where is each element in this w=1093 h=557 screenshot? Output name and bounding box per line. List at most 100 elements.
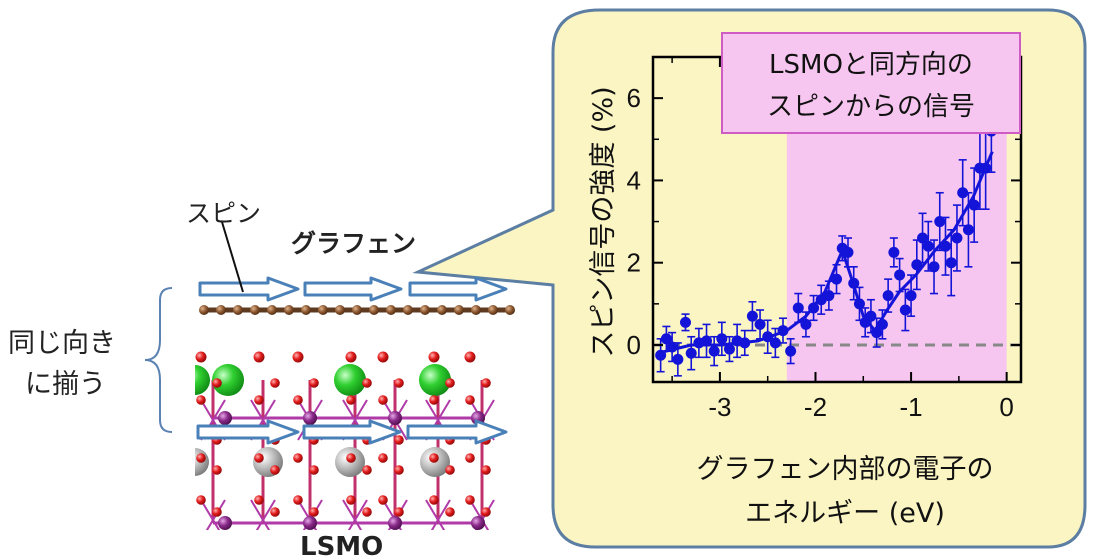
data-marker (957, 187, 969, 199)
oxygen-atom (346, 395, 356, 405)
same-direction-label-line1: 同じ向き (8, 328, 116, 359)
graphene-spin-arrow (408, 276, 508, 302)
data-marker (899, 304, 911, 316)
data-marker (660, 333, 672, 345)
oxygen-atom (481, 507, 491, 517)
data-marker (716, 333, 728, 345)
data-point-35 (894, 257, 906, 293)
carbon-atom (386, 305, 396, 315)
oxygen-atom (253, 351, 265, 363)
data-point-41 (928, 239, 940, 295)
data-marker (831, 273, 843, 285)
annotation-line2: スピンからの信号 (767, 92, 975, 122)
x-tick-label-0: -3 (708, 392, 731, 422)
data-point-4 (679, 313, 691, 332)
data-marker (945, 257, 957, 269)
data-marker (800, 318, 812, 330)
oxygen-atom (196, 395, 206, 405)
carbon-atom (199, 305, 209, 315)
oxygen-atom (481, 465, 491, 475)
spin-label: スピン (186, 199, 261, 228)
bond (347, 499, 368, 530)
carbon-atom (335, 305, 345, 315)
oxygen-atom (309, 507, 319, 517)
data-point-45 (951, 204, 963, 272)
data-point-13 (746, 300, 758, 332)
oxygen-atom (309, 465, 319, 475)
strontium-atom (334, 364, 366, 396)
carbon-atom (267, 305, 277, 315)
x-tick-label-2: -1 (900, 392, 923, 422)
oxygen-atom (465, 395, 475, 405)
oxygen-atom (428, 351, 440, 363)
carbon-atom (250, 305, 260, 315)
carbon-atom (437, 305, 447, 315)
carbon-atom (301, 305, 311, 315)
carbon-atom (369, 305, 379, 315)
data-point-42 (934, 191, 946, 252)
data-point-40 (922, 220, 934, 272)
data-point-44 (945, 228, 957, 297)
data-marker (888, 246, 900, 258)
graphene-spin-arrow (198, 276, 300, 302)
data-point-10 (723, 335, 735, 363)
oxygen-atom (212, 507, 222, 517)
x-tick-label-1: -2 (804, 392, 827, 422)
data-marker (882, 290, 894, 302)
oxygen-atom (345, 351, 357, 363)
data-marker (934, 216, 946, 228)
oxygen-atom (378, 395, 388, 405)
y-tick-label-3: 6 (627, 83, 641, 113)
data-marker (679, 316, 691, 328)
oxygen-atom (394, 435, 404, 445)
oxygen-atom (481, 378, 491, 388)
oxygen-atom (212, 465, 222, 475)
x-axis-title-line1: グラフェン内部の電子の (697, 454, 994, 485)
layer-bracket (144, 287, 173, 433)
y-tick-label-0: 0 (627, 330, 641, 360)
oxygen-atom (270, 507, 280, 517)
graphene-spin-arrow (303, 276, 403, 302)
x-tick-label-3: 0 (999, 392, 1013, 422)
oxygen-atom (465, 495, 475, 505)
oxygen-atom (445, 465, 455, 475)
strontium-atom (195, 365, 210, 395)
same-direction-label-line2: に揃う (25, 369, 106, 400)
carbon-atom (420, 305, 430, 315)
manganese-atom (388, 411, 402, 425)
oxygen-atom (445, 378, 455, 388)
data-point-18 (785, 338, 797, 365)
oxygen-atom (293, 495, 303, 505)
data-marker (917, 232, 929, 244)
oxygen-atom (292, 351, 304, 363)
data-marker (792, 302, 804, 314)
oxygen-atom (270, 465, 280, 475)
oxygen-atom (378, 495, 388, 505)
data-marker (894, 269, 906, 281)
data-marker (951, 232, 963, 244)
carbon-atom (352, 305, 362, 315)
fit-line (657, 151, 994, 355)
oxygen-atom (196, 495, 206, 505)
data-marker (672, 353, 684, 365)
oxygen-atom (196, 453, 206, 463)
bond (255, 499, 276, 530)
data-marker (708, 345, 720, 357)
data-marker (785, 345, 797, 357)
data-marker (962, 224, 974, 236)
data-point-34 (888, 237, 900, 268)
data-marker (754, 318, 766, 330)
oxygen-atom (254, 453, 264, 463)
graphene-label: グラフェン (291, 229, 416, 258)
manganese-atom (303, 516, 317, 530)
oxygen-atom (270, 378, 280, 388)
oxygen-atom (346, 495, 356, 505)
manganese-atom (218, 411, 232, 425)
oxygen-atom (429, 395, 439, 405)
data-point-5 (685, 335, 697, 371)
manganese-atom (471, 516, 485, 530)
carbon-atom (488, 305, 498, 315)
oxygen-atom (212, 378, 222, 388)
